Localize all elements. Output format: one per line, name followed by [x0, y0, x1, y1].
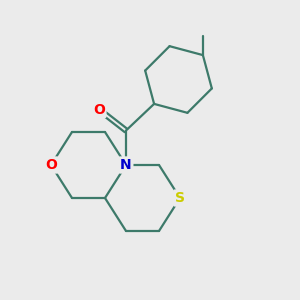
Text: O: O [93, 103, 105, 116]
Text: N: N [120, 158, 132, 172]
Text: O: O [45, 158, 57, 172]
Text: S: S [175, 191, 185, 205]
